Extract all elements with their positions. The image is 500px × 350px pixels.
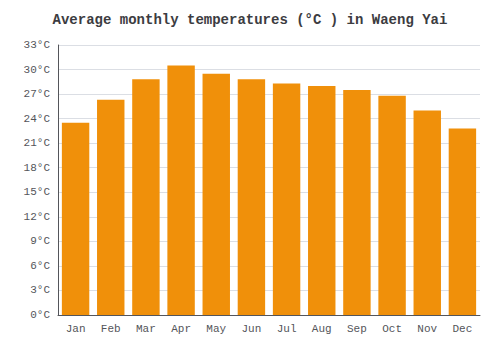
svg-text:30°C: 30°C (24, 64, 51, 76)
svg-text:6°C: 6°C (30, 260, 50, 272)
svg-text:15°C: 15°C (24, 186, 51, 198)
svg-text:Feb: Feb (101, 323, 121, 335)
svg-text:21°C: 21°C (24, 137, 51, 149)
svg-text:0°C: 0°C (30, 309, 50, 321)
svg-text:24°C: 24°C (24, 113, 51, 125)
svg-text:Oct: Oct (382, 323, 402, 335)
svg-text:3°C: 3°C (30, 284, 50, 296)
svg-text:Average monthly temperatures (: Average monthly temperatures (°C ) in Wa… (53, 12, 448, 28)
svg-text:9°C: 9°C (30, 235, 50, 247)
svg-text:Sep: Sep (347, 323, 367, 335)
svg-text:Jun: Jun (242, 323, 262, 335)
svg-text:May: May (206, 323, 226, 335)
svg-text:Nov: Nov (417, 323, 437, 335)
svg-text:12°C: 12°C (24, 211, 51, 223)
svg-text:18°C: 18°C (24, 162, 51, 174)
svg-text:Apr: Apr (171, 323, 191, 335)
svg-text:Jan: Jan (66, 323, 86, 335)
svg-text:Dec: Dec (453, 323, 473, 335)
svg-text:33°C: 33°C (24, 39, 51, 51)
svg-text:Jul: Jul (277, 323, 297, 335)
svg-text:Mar: Mar (136, 323, 156, 335)
svg-text:Aug: Aug (312, 323, 332, 335)
svg-text:27°C: 27°C (24, 88, 51, 100)
